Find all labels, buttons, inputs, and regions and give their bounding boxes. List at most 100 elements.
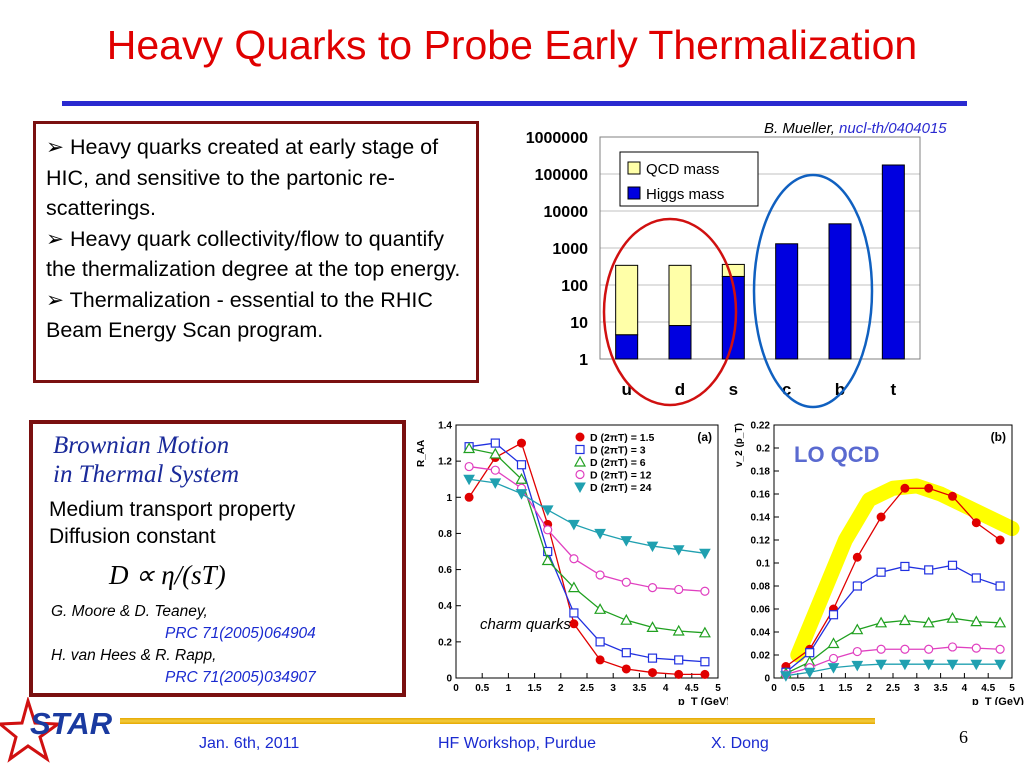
data-point [875, 616, 888, 628]
v2-y-tick-label: 0.1 [756, 559, 770, 570]
v2-x-tick-label: 0 [771, 683, 777, 694]
raa-series-line [468, 442, 705, 676]
data-point [674, 584, 684, 595]
heavy-quark-ellipse [752, 173, 874, 409]
v2-series-line [785, 487, 1001, 668]
mass-y-tick-label: 10 [570, 315, 588, 332]
v2-y-axis-label: v_2 (p_T) [734, 423, 745, 467]
v2-x-tick-label: 4.5 [981, 683, 995, 694]
data-point [541, 505, 554, 516]
data-point [700, 586, 710, 596]
mass-y-tick-label: 1000 [552, 241, 588, 258]
data-point [971, 518, 981, 528]
data-point [827, 663, 840, 674]
data-point [899, 659, 911, 671]
v2-x-tick-label: 2.5 [886, 683, 900, 694]
data-point [946, 611, 959, 623]
raa-y-tick-label: 0.8 [438, 529, 452, 540]
v2-x-tick-label: 4 [962, 683, 968, 694]
data-point [851, 623, 864, 635]
data-point [517, 438, 526, 448]
mass-legend-swatch [627, 186, 641, 200]
raa-panel-label: (a) [697, 430, 712, 444]
data-point [994, 616, 1007, 628]
v2-x-tick-label: 3.5 [934, 683, 948, 694]
data-point [827, 637, 840, 649]
mass-chart-bars [615, 164, 905, 360]
higgs-mass-bar-b [828, 223, 852, 360]
charm-quarks-label: charm quarks [480, 616, 571, 633]
raa-y-tick-label: 0.2 [438, 637, 452, 648]
data-point [569, 619, 579, 629]
v2-series-4 [780, 659, 1006, 682]
v2-y-tick-label: 0.2 [756, 444, 770, 455]
data-point [621, 577, 631, 587]
v2-series-line [785, 564, 1001, 673]
raa-x-tick-label: 1.5 [528, 683, 542, 694]
v2-y-tick-label: 0 [764, 674, 770, 685]
v2-x-axis-label: p_T (GeV) [972, 696, 1024, 705]
data-point [852, 581, 862, 591]
v2-y-tick-label: 0.06 [751, 605, 771, 616]
footer-rule [120, 718, 875, 724]
raa-x-axis-label: p_T (GeV) [678, 696, 728, 705]
data-point [595, 655, 605, 665]
v2-x-tick-label: 1.5 [838, 683, 852, 694]
raa-x-tick-label: 0.5 [475, 683, 489, 694]
data-point [575, 444, 585, 455]
citation-link[interactable]: nucl-th/0404015 [839, 120, 947, 137]
data-point [646, 541, 659, 553]
page-number: 6 [959, 727, 968, 747]
data-point [674, 655, 684, 665]
raa-y-tick-label: 1 [446, 493, 452, 504]
brownian-heading-2: in Thermal System [53, 461, 240, 488]
v2-y-tick-label: 0.04 [751, 628, 771, 639]
reference-1-journal[interactable]: PRC 71(2005)064904 [165, 625, 316, 642]
raa-legend-label: D (2πT) = 12 [590, 470, 652, 482]
raa-chart-series [463, 438, 711, 679]
mass-x-tick-label: c [782, 380, 791, 399]
data-point [620, 536, 633, 547]
data-point [516, 460, 527, 470]
higgs-mass-bar-s [721, 275, 745, 360]
data-point [698, 626, 711, 638]
data-point [876, 644, 886, 654]
light-quark-ellipse [602, 217, 738, 407]
v2-series-1 [781, 560, 1005, 677]
data-point [463, 474, 475, 486]
data-point [543, 525, 553, 535]
raa-y-tick-label: 0 [446, 674, 452, 685]
data-point [851, 660, 864, 672]
v2-chart-labels: LO QCD [794, 442, 880, 467]
data-point [568, 519, 580, 531]
mass-x-tick-label: d [675, 380, 685, 399]
raa-x-tick-label: 3 [610, 683, 616, 694]
data-point [594, 603, 607, 614]
data-point [620, 613, 633, 625]
brownian-heading: Brownian Motion [53, 432, 230, 459]
v2-y-tick-label: 0.22 [751, 421, 771, 432]
data-point [946, 659, 959, 671]
data-point [995, 644, 1005, 654]
data-point [674, 669, 684, 679]
raa-y-axis-label: R_AA [416, 440, 427, 467]
data-point [700, 669, 710, 679]
star-icon [0, 697, 63, 763]
transport-property-text: Medium transport property [49, 498, 296, 521]
reference-2-authors: H. van Hees & R. Rapp, [51, 647, 217, 664]
mass-y-tick-label: 1 [579, 352, 588, 369]
raa-chart-axes: 0 0.2 0.4 0.6 0.8 1 1.2 1.4 0 0.5 1 1.5 2 2.5 3 3.5 4 4.5… [416, 421, 728, 706]
data-point [699, 548, 711, 560]
data-point [541, 554, 554, 566]
raa-x-tick-label: 2 [558, 683, 564, 694]
bullet-text: Heavy quarks created at early stage of H… [46, 135, 439, 220]
data-point [900, 483, 910, 493]
data-point [700, 657, 710, 667]
bullet-item: ➢ Heavy quarks created at early stage of… [46, 132, 468, 224]
raa-legend-label: D (2πT) = 1.5 [590, 432, 655, 444]
v2-x-tick-label: 0.5 [791, 683, 805, 694]
v2-panel-label: (b) [991, 430, 1006, 444]
reference-2-journal[interactable]: PRC 71(2005)034907 [165, 669, 316, 686]
raa-x-tick-label: 3.5 [632, 683, 646, 694]
data-point [490, 438, 500, 448]
